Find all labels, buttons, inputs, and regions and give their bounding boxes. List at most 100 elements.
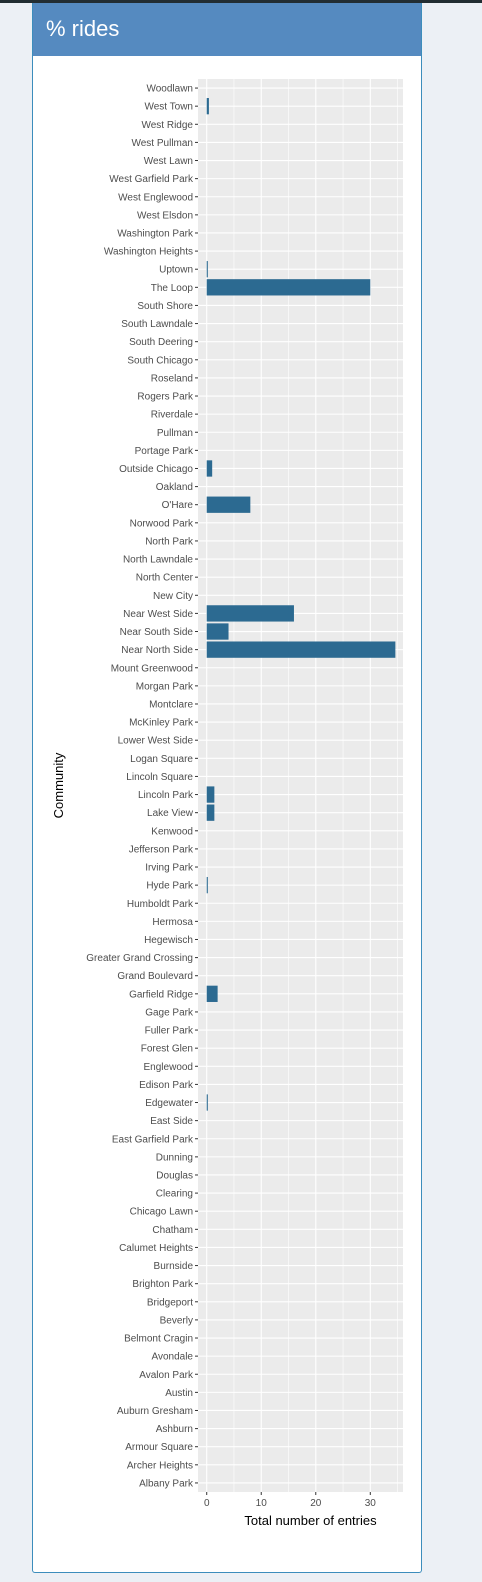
y-tick-label: Washington Park — [117, 228, 194, 239]
y-tick-label: Lake View — [147, 808, 194, 819]
y-tick-label: Chatham — [152, 1225, 193, 1236]
bar — [206, 460, 213, 477]
y-tick-label: Oakland — [156, 482, 193, 493]
y-tick-label: Burnside — [154, 1261, 194, 1272]
y-axis: Woodlawn West Town West Ridge West Pullman W… — [86, 84, 198, 1489]
y-tick-label: Grand Boulevard — [117, 971, 193, 982]
bar — [206, 261, 208, 278]
bar — [206, 1094, 208, 1111]
y-tick-label: Hermosa — [152, 917, 193, 928]
chart-box: % rides Woodlawn West Town West Ridge West … — [32, 3, 422, 1573]
y-tick-label: Garfield Ridge — [129, 989, 193, 1000]
y-tick-label: Outside Chicago — [119, 464, 193, 475]
y-tick-label: West Town — [144, 102, 193, 113]
y-tick-label: Near North Side — [121, 645, 193, 656]
y-tick-label: Washington Heights — [104, 247, 193, 258]
y-tick-label: North Lawndale — [123, 555, 193, 566]
y-tick-label: North Center — [136, 573, 194, 584]
y-tick-label: Clearing — [156, 1189, 193, 1200]
y-tick-label: Douglas — [156, 1170, 193, 1181]
y-tick-label: New City — [153, 591, 193, 602]
y-tick-label: West Pullman — [131, 138, 193, 149]
y-tick-label: The Loop — [151, 283, 194, 294]
y-tick-label: South Deering — [129, 337, 193, 348]
y-tick-label: Lower West Side — [118, 736, 194, 747]
grid-minor — [233, 79, 398, 1492]
y-tick-label: Greater Grand Crossing — [86, 953, 193, 964]
y-tick-label: Edgewater — [145, 1098, 193, 1109]
y-tick-label: Ashburn — [156, 1424, 193, 1435]
y-tick-label: Avondale — [151, 1352, 193, 1363]
bar — [206, 876, 208, 894]
y-tick-label: Beverly — [160, 1315, 193, 1326]
box-header: % rides — [33, 3, 421, 56]
y-tick-label: Calumet Heights — [119, 1243, 193, 1254]
y-axis-title: Community — [51, 752, 66, 818]
box-title: % rides — [46, 16, 120, 41]
x-axis: 0 10 20 30 — [204, 1492, 376, 1509]
y-tick-label: Auburn Gresham — [117, 1406, 193, 1417]
x-axis-title: Total number of entries — [244, 1513, 377, 1528]
y-tick-label: Belmont Cragin — [124, 1334, 193, 1345]
y-tick-label: West Elsdon — [137, 210, 193, 221]
y-tick-label: Albany Park — [139, 1478, 194, 1489]
y-tick-label: Avalon Park — [139, 1370, 194, 1381]
y-tick-label: South Shore — [137, 301, 193, 312]
y-tick-label: Norwood Park — [130, 518, 194, 529]
y-tick-label: Hyde Park — [146, 881, 194, 892]
bar — [206, 985, 218, 1002]
y-tick-label: Austin — [165, 1388, 193, 1399]
y-tick-label: Jefferson Park — [129, 844, 194, 855]
y-tick-label: Lincoln Square — [126, 772, 193, 783]
y-tick-label: Gage Park — [145, 1007, 194, 1018]
y-tick-label: East Side — [150, 1116, 193, 1127]
y-tick-label: Near South Side — [120, 627, 194, 638]
y-tick-label: Armour Square — [125, 1442, 193, 1453]
y-tick-label: Hegewisch — [144, 935, 193, 946]
y-tick-label: Chicago Lawn — [130, 1207, 193, 1218]
y-tick-label: East Garfield Park — [112, 1134, 194, 1145]
y-tick-label: Irving Park — [145, 863, 194, 874]
y-tick-label: Roseland — [151, 373, 193, 384]
y-tick-label: Montclare — [149, 699, 193, 710]
y-tick-label: West Lawn — [144, 156, 193, 167]
y-tick-label: South Lawndale — [121, 319, 193, 330]
y-tick-label: South Chicago — [127, 355, 193, 366]
y-tick-label: Humboldt Park — [127, 899, 194, 910]
y-tick-label: West Ridge — [141, 120, 193, 131]
bar-chart: Woodlawn West Town West Ridge West Pullman W… — [51, 79, 403, 1528]
bar — [206, 98, 209, 115]
bar — [206, 641, 396, 658]
x-tick-label: 10 — [256, 1498, 268, 1509]
y-tick-label: Portage Park — [135, 446, 194, 457]
y-tick-label: Dunning — [156, 1152, 193, 1163]
bar — [206, 605, 294, 622]
y-tick-label: West Garfield Park — [109, 174, 194, 185]
y-tick-label: Lincoln Park — [138, 790, 194, 801]
x-tick-label: 30 — [365, 1498, 377, 1509]
y-tick-label: McKinley Park — [129, 718, 194, 729]
y-tick-label: Mount Greenwood — [111, 663, 193, 674]
y-tick-label: O'Hare — [162, 500, 194, 511]
bar — [206, 804, 215, 821]
bar — [206, 623, 229, 640]
y-tick-label: Logan Square — [130, 754, 193, 765]
y-tick-label: Fuller Park — [145, 1026, 194, 1037]
bar — [206, 786, 215, 803]
bars — [206, 98, 396, 1111]
bar — [206, 279, 371, 296]
y-tick-label: Brighton Park — [132, 1279, 194, 1290]
y-tick-label: Edison Park — [139, 1080, 194, 1091]
y-tick-label: West Englewood — [118, 192, 193, 203]
x-tick-label: 20 — [310, 1498, 322, 1509]
y-tick-label: Kenwood — [151, 826, 193, 837]
y-tick-label: Bridgeport — [147, 1297, 193, 1308]
y-tick-label: Forest Glen — [141, 1044, 193, 1055]
y-tick-label: Morgan Park — [136, 681, 194, 692]
y-tick-label: Uptown — [159, 265, 193, 276]
top-border — [0, 0, 482, 3]
y-tick-label: Englewood — [144, 1062, 193, 1073]
y-tick-label: Woodlawn — [146, 84, 193, 95]
y-tick-label: Pullman — [157, 428, 193, 439]
plot-panel — [198, 79, 403, 1492]
